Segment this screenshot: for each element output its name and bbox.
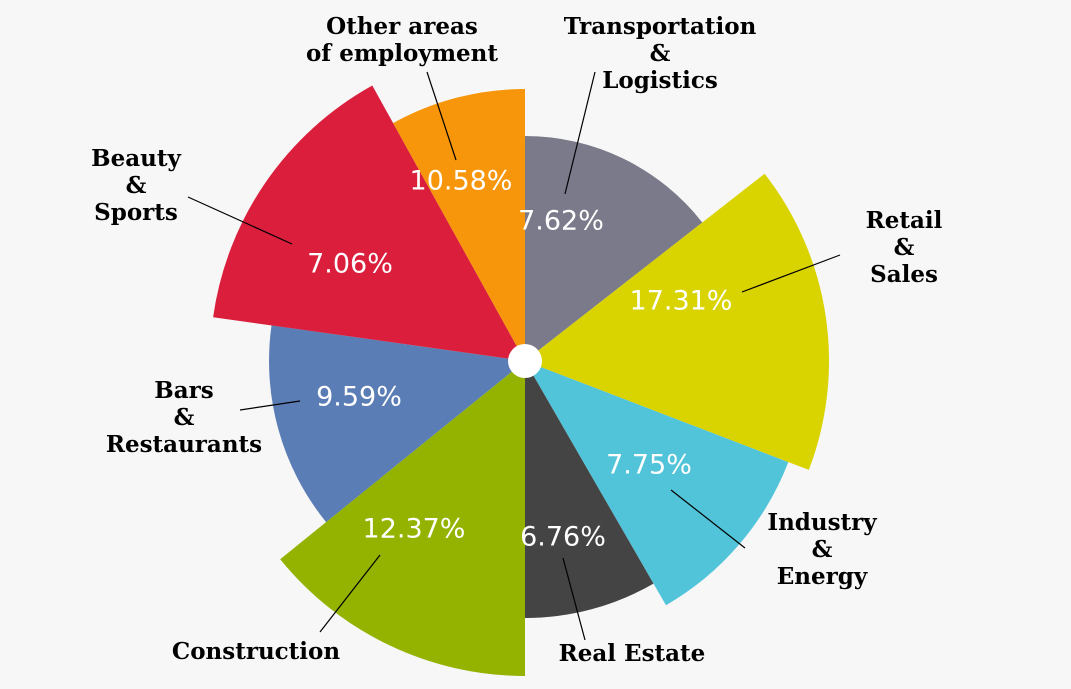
slice-2 [525, 173, 830, 470]
category-label-5: Construction [172, 638, 340, 665]
value-label-1: 7.62% [518, 206, 604, 237]
value-label-4: 6.76% [520, 522, 606, 553]
value-labels: 7.62% 17.31% 7.75% 6.76% 12.37% 9.59% 7.06% 10.… [307, 166, 732, 553]
leader-line-1 [564, 71, 596, 195]
category-label-line: Sales [870, 261, 938, 288]
value-label-3: 7.75% [606, 450, 692, 481]
slices-layer [213, 85, 830, 676]
leader-line-6 [239, 400, 301, 411]
category-label-2: Retail & Sales [866, 207, 943, 288]
leader-line-4 [562, 557, 586, 641]
slice-4 [525, 361, 654, 618]
category-label-line: Logistics [602, 67, 718, 94]
category-label-line: & [812, 536, 833, 563]
category-label-line: Retail [866, 207, 943, 234]
category-label-line: Beauty [91, 145, 181, 172]
leader-line-3 [670, 489, 746, 549]
category-label-line: & [174, 404, 195, 431]
value-label-6: 9.59% [316, 382, 402, 413]
category-label-line: & [650, 40, 671, 67]
category-label-line: & [126, 172, 147, 199]
value-label-7: 7.06% [307, 249, 393, 280]
category-label-line: & [894, 234, 915, 261]
category-label-line: Sports [94, 199, 178, 226]
leader-line-8 [426, 71, 457, 161]
leader-line-5 [319, 554, 381, 633]
category-label-line: Other areas [326, 13, 478, 40]
category-label-line: Construction [172, 638, 340, 665]
slice-7 [213, 85, 525, 361]
category-label-line: Bars [154, 377, 213, 404]
category-label-6: Bars & Restaurants [106, 377, 262, 458]
slice-5 [280, 361, 525, 676]
category-label-3: Industry & Energy [767, 509, 877, 590]
slice-1 [525, 136, 703, 361]
category-label-7: Beauty & Sports [91, 145, 181, 226]
category-label-line: Real Estate [559, 640, 706, 667]
category-label-line: Industry [767, 509, 877, 536]
slice-6 [269, 325, 525, 523]
category-label-1: Transportation & Logistics [564, 13, 757, 94]
leader-line-2 [741, 254, 841, 293]
category-label-8: Other areas of employment [306, 13, 498, 67]
value-label-2: 17.31% [630, 286, 733, 317]
slice-8 [393, 89, 525, 361]
category-label-line: Energy [777, 563, 868, 590]
category-label-line: Restaurants [106, 431, 262, 458]
center-hole [508, 344, 542, 378]
leader-lines [187, 71, 841, 641]
leader-line-7 [187, 196, 293, 245]
category-label-4: Real Estate [559, 640, 706, 667]
category-label-line: Transportation [564, 13, 757, 40]
slice-3 [525, 361, 789, 606]
value-label-5: 12.37% [363, 514, 466, 545]
value-label-8: 10.58% [410, 166, 513, 197]
category-label-line: of employment [306, 40, 498, 67]
